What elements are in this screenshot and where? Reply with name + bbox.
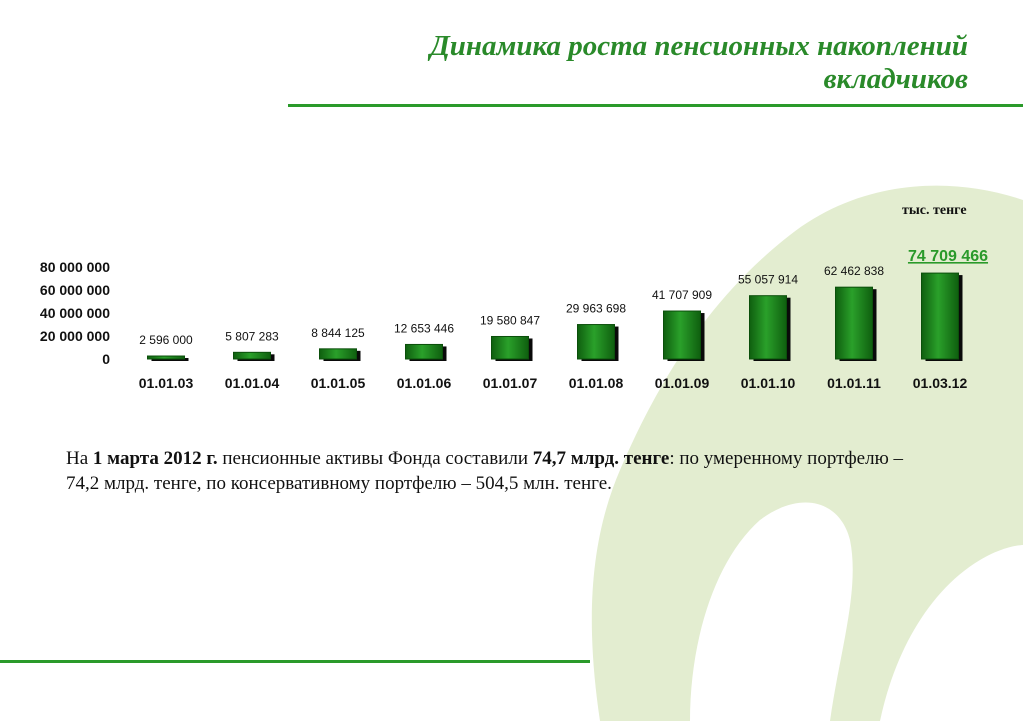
bar-value-label: 12 653 446 <box>394 321 454 335</box>
x-tick-label: 01.01.07 <box>483 375 538 391</box>
title-line-2: вкладчиков <box>823 63 968 95</box>
x-tick-label: 01.01.04 <box>225 375 280 391</box>
y-tick-label: 0 <box>102 351 110 367</box>
value-labels: 2 596 000 5 807 283 8 844 125 12 653 446 19 … <box>139 248 988 347</box>
y-tick-label: 80 000 000 <box>40 259 110 275</box>
bar-value-label: 55 057 914 <box>738 273 798 287</box>
y-tick-label: 40 000 000 <box>40 305 110 321</box>
bar <box>921 272 959 360</box>
x-tick-label: 01.01.10 <box>741 375 796 391</box>
summary-part-3: пенсионные активы Фонда составили <box>217 448 533 469</box>
y-axis-labels: 0 20 000 000 40 000 000 60 000 000 80 000 00… <box>40 259 110 367</box>
bar-value-label: 5 807 283 <box>225 329 279 343</box>
y-tick-label: 20 000 000 <box>40 328 110 344</box>
x-tick-label: 01.01.11 <box>827 375 881 391</box>
summary-text: На 1 марта 2012 г. пенсионные активы Фон… <box>66 446 926 496</box>
unit-label: тыс. тенге <box>902 203 967 218</box>
bar <box>577 324 615 360</box>
x-tick-label: 01.01.03 <box>139 375 194 391</box>
bar-value-label: 62 462 838 <box>824 264 884 278</box>
summary-part-5: : по умеренному портфелю – 74,2 млрд. те… <box>66 448 904 494</box>
x-tick-label: 01.01.06 <box>397 375 452 391</box>
x-axis-labels: 01.01.03 01.01.04 01.01.05 01.01.06 01.01.07… <box>139 375 968 391</box>
summary-part-1: На <box>66 448 93 469</box>
bar-value-label: 29 963 698 <box>566 302 626 316</box>
page-title: Динамика роста пенсионных накоплений вкл… <box>268 30 968 96</box>
bar <box>491 335 529 360</box>
title-line-1: Динамика роста пенсионных накоплений <box>429 30 968 62</box>
bars-layer <box>147 272 963 361</box>
bar <box>663 310 701 360</box>
bar-value-label: 41 707 909 <box>652 288 712 302</box>
summary-date: 1 марта 2012 г. <box>92 448 218 469</box>
bar-value-label: 19 580 847 <box>480 313 540 327</box>
footer-divider <box>0 660 590 663</box>
bar-chart: 0 20 000 000 40 000 000 60 000 000 80 000 00… <box>40 248 988 391</box>
bar <box>835 286 873 360</box>
x-tick-label: 01.01.09 <box>655 375 710 391</box>
x-tick-label: 01.01.05 <box>311 375 366 391</box>
summary-total: 74,7 млрд. тенге <box>532 448 670 469</box>
bar-value-label: 8 844 125 <box>311 326 365 340</box>
highlight-value-label: 74 709 466 <box>908 248 988 265</box>
bar-value-label: 2 596 000 <box>139 333 193 347</box>
bar <box>405 343 443 360</box>
x-tick-label: 01.01.08 <box>569 375 624 391</box>
bar <box>319 348 357 360</box>
bar <box>749 295 787 360</box>
y-tick-label: 60 000 000 <box>40 282 110 298</box>
bar <box>233 351 271 360</box>
bar-shadow <box>151 358 189 361</box>
title-divider <box>288 104 1023 107</box>
bar <box>147 355 185 360</box>
x-tick-label: 01.03.12 <box>913 375 968 391</box>
